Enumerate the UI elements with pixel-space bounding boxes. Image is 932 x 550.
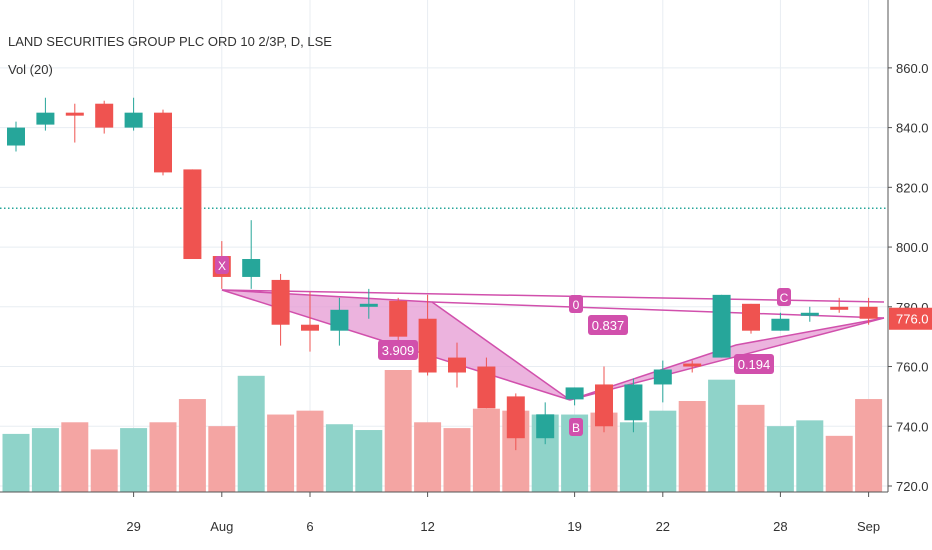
volume-bar	[178, 399, 206, 492]
price-tick-label: 860.0	[896, 61, 929, 76]
candle-body	[595, 384, 613, 427]
volume-bar	[766, 426, 794, 492]
candle-body	[389, 300, 408, 337]
svg-text:0.194: 0.194	[738, 357, 771, 372]
pattern-triangle-bcd	[569, 317, 885, 401]
volume-bar	[31, 428, 59, 492]
volume-bar	[120, 428, 148, 492]
candle-body	[359, 303, 378, 307]
time-tick-label: 22	[656, 519, 670, 534]
point-label-x: X	[215, 256, 229, 274]
time-tick-label: 6	[306, 519, 313, 534]
volume-bar	[296, 410, 324, 492]
volume-bar	[737, 404, 765, 492]
time-tick-label: 29	[126, 519, 140, 534]
candle-body	[330, 309, 349, 331]
candle-body	[448, 357, 466, 373]
price-tick-label: 800.0	[896, 240, 929, 255]
volume-bar	[149, 422, 177, 492]
candle-body	[65, 112, 84, 116]
volume-bar	[708, 379, 736, 492]
candle-body	[36, 112, 55, 125]
candle-body	[800, 312, 819, 316]
candle-body	[506, 396, 525, 439]
ratio-label-ad: 0.837	[588, 315, 628, 335]
volume-bar	[414, 422, 442, 492]
volume-bar	[384, 370, 412, 492]
candle-body	[154, 112, 172, 173]
candle-body	[271, 279, 290, 325]
volume-bar	[472, 408, 500, 492]
time-tick-label: Aug	[210, 519, 233, 534]
candle-body	[624, 384, 643, 421]
candle-body	[683, 363, 702, 367]
volume-bar	[796, 420, 824, 492]
point-label-c: C	[777, 288, 791, 306]
volume-bar	[325, 424, 353, 492]
time-tick-label: Sep	[857, 519, 880, 534]
volume-bar	[825, 435, 853, 492]
candle-body	[183, 169, 202, 260]
symbol-title: LAND SECURITIES GROUP PLC ORD 10 2/3P, D…	[8, 34, 332, 49]
volume-bar	[649, 410, 677, 492]
candle-body	[536, 414, 555, 439]
candle-body	[95, 103, 114, 128]
candle-body	[771, 318, 790, 331]
candle-body	[712, 294, 731, 358]
ratio-label-xb: 3.909	[378, 340, 418, 360]
candle-body	[124, 112, 143, 128]
candle-body	[653, 369, 672, 385]
volume-bar	[619, 422, 647, 492]
pattern-line-xd	[221, 289, 885, 303]
candle-body	[242, 259, 261, 277]
svg-text:0.837: 0.837	[592, 318, 625, 333]
price-tick-label: 740.0	[896, 419, 929, 434]
candle-body	[859, 306, 878, 319]
svg-text:C: C	[780, 291, 789, 305]
ratio-label-bd: 0.194	[734, 354, 774, 374]
volume-bar	[355, 430, 383, 492]
current-price-label: 776.0	[896, 312, 929, 327]
price-tick-label: 760.0	[896, 360, 929, 375]
point-label-b: B	[569, 418, 583, 436]
svg-text:X: X	[218, 259, 226, 273]
svg-text:0: 0	[573, 298, 580, 312]
time-tick-label: 12	[420, 519, 434, 534]
time-axis-bg	[0, 492, 932, 550]
volume-indicator-label: Vol (20)	[8, 62, 53, 77]
candle-body	[477, 366, 496, 409]
volume-bar	[237, 375, 265, 492]
volume-bar	[61, 422, 89, 492]
price-tick-label: 720.0	[896, 479, 929, 494]
candle-body	[565, 387, 584, 400]
candle-body	[742, 303, 760, 331]
time-tick-label: 28	[773, 519, 787, 534]
volume-bar	[267, 414, 295, 492]
price-tick-label: 820.0	[896, 180, 929, 195]
chart-header: LAND SECURITIES GROUP PLC ORD 10 2/3P, D…	[8, 28, 332, 84]
current-price-tag	[889, 307, 932, 330]
candle-body	[301, 324, 319, 331]
volume-bar	[443, 428, 471, 492]
volume-bar	[208, 426, 236, 492]
candle-body	[418, 318, 437, 373]
candle-body	[7, 127, 25, 146]
volume-bar	[855, 399, 883, 492]
volume-bar	[678, 400, 706, 492]
price-tick-label: 840.0	[896, 121, 929, 136]
candle-body	[830, 306, 849, 310]
volume-bar	[90, 449, 118, 492]
point-label-0: 0	[569, 295, 583, 313]
svg-text:B: B	[572, 421, 580, 435]
price-axis-bg	[888, 0, 932, 550]
time-tick-label: 19	[567, 519, 581, 534]
svg-text:3.909: 3.909	[382, 343, 415, 358]
volume-bar	[2, 433, 30, 492]
